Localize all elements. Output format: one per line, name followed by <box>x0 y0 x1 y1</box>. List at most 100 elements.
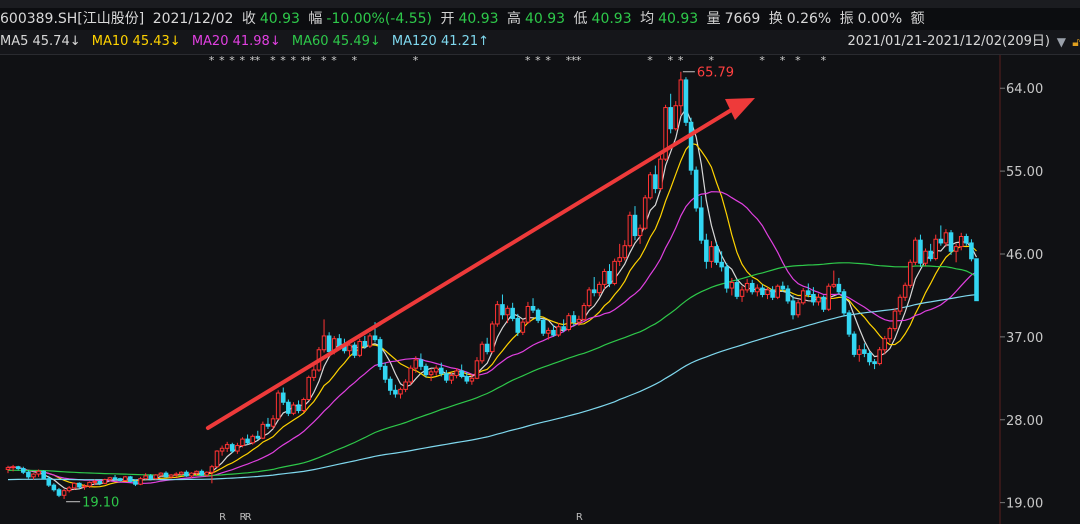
candle-body <box>882 338 888 351</box>
candle-body <box>933 238 939 260</box>
candle-body <box>770 289 775 298</box>
candle-body <box>688 121 694 171</box>
candle-body <box>270 418 276 427</box>
candle-body <box>719 261 724 268</box>
event-star-marker: * <box>280 54 286 67</box>
event-star-marker: * <box>331 54 337 67</box>
candle-body <box>607 270 612 284</box>
ma10-legend[interactable]: MA10 45.43↓ <box>91 34 181 49</box>
amplitude-label: 振 <box>839 11 854 27</box>
candle-body <box>479 343 485 362</box>
candle-body <box>393 389 398 395</box>
candle-body <box>551 329 556 336</box>
candle-body <box>647 174 653 199</box>
candle-body <box>469 377 475 382</box>
candle-body <box>418 359 424 367</box>
event-star-marker: * <box>821 54 827 67</box>
ma60-legend[interactable]: MA60 45.49↓ <box>291 34 381 49</box>
candle-body <box>831 283 837 287</box>
candle-body <box>352 344 357 356</box>
change-value: -10.00%(-4.55) <box>326 11 432 27</box>
candle-body <box>760 287 765 296</box>
turnover-label: 换 <box>768 11 783 27</box>
candle-body <box>194 470 199 474</box>
candle-body <box>449 375 454 381</box>
candle-body <box>148 475 154 480</box>
y-tick-label: 46.00 <box>1006 248 1043 263</box>
candle-body <box>398 388 403 395</box>
event-star-marker: * <box>301 54 307 67</box>
y-tick-label: 37.00 <box>1006 331 1043 346</box>
ma5-legend[interactable]: MA5 45.74↓ <box>0 34 81 49</box>
candle-body <box>678 79 684 107</box>
candle-body <box>204 471 210 476</box>
candle-body <box>709 246 714 262</box>
event-star-marker: * <box>678 54 684 67</box>
ma120-legend[interactable]: MA120 41.21↑ <box>391 34 490 49</box>
candle-body <box>724 266 730 289</box>
candle-body <box>255 435 261 439</box>
volume-label: 量 <box>706 11 721 27</box>
ma20-legend[interactable]: MA20 41.98↓ <box>191 34 281 49</box>
candle-body <box>576 318 582 323</box>
candle-body <box>800 290 806 304</box>
quote-info-bar: 600389.SH[江山股份] 2021/12/02 收 40.93 幅 -10.0… <box>0 8 1080 30</box>
dropdown-triangle-icon[interactable]: ▼ <box>1056 35 1066 49</box>
candle-body <box>795 302 801 316</box>
close-label: 收 <box>241 11 256 27</box>
event-star-marker: * <box>413 54 419 67</box>
candle-body <box>969 242 974 260</box>
candle-body <box>841 291 847 314</box>
candle-body <box>82 485 87 488</box>
candle-body <box>15 466 21 470</box>
candle-body <box>230 444 235 452</box>
candle-body <box>653 174 658 190</box>
candle-body <box>617 257 622 262</box>
candle-body <box>892 310 898 330</box>
open-label: 开 <box>440 11 455 27</box>
candle-body <box>515 317 521 333</box>
rights-r-marker: R <box>219 512 226 523</box>
candle-body <box>464 375 470 382</box>
low-value: 40.93 <box>591 11 632 27</box>
candle-body <box>938 238 944 244</box>
candle-body <box>918 239 923 264</box>
quote-date: 2021/12/02 <box>152 11 234 27</box>
candle-body <box>66 487 72 492</box>
candle-body <box>209 466 215 473</box>
event-star-marker: * <box>780 54 786 67</box>
candle-body <box>862 349 867 354</box>
event-star-marker: * <box>545 54 551 67</box>
rights-r-marker: R <box>239 512 246 523</box>
stock-code[interactable]: 600389.SH[江山股份] <box>0 11 145 27</box>
candle-body <box>627 214 633 247</box>
candle-body <box>622 245 628 259</box>
candle-body <box>71 482 77 489</box>
candle-body <box>128 476 133 482</box>
candle-body <box>749 282 755 293</box>
candle-body <box>520 321 526 333</box>
candle-body <box>744 282 750 291</box>
candle-body <box>561 326 566 331</box>
candle-body <box>530 305 536 311</box>
candle-body <box>780 285 786 290</box>
candle-body <box>704 239 709 262</box>
lock-icon[interactable]: 🔓︎ <box>1072 35 1080 49</box>
event-star-marker: * <box>250 54 256 67</box>
open-value: 40.93 <box>458 11 499 27</box>
candle-body <box>413 359 419 369</box>
candle-body <box>5 467 11 470</box>
trend-arrow-head <box>725 98 755 120</box>
candle-body <box>163 472 169 478</box>
candle-body <box>775 285 780 298</box>
date-range-label[interactable]: 2021/01/21-2021/12/02(209日) <box>847 34 1050 49</box>
candle-body <box>943 232 949 244</box>
volume-value: 7669 <box>724 11 761 27</box>
candle-body <box>240 438 245 447</box>
candle-body <box>928 250 933 260</box>
candle-body <box>219 447 225 452</box>
event-star-marker: * <box>209 54 215 67</box>
candle-body <box>673 105 679 130</box>
candle-body <box>923 250 928 264</box>
